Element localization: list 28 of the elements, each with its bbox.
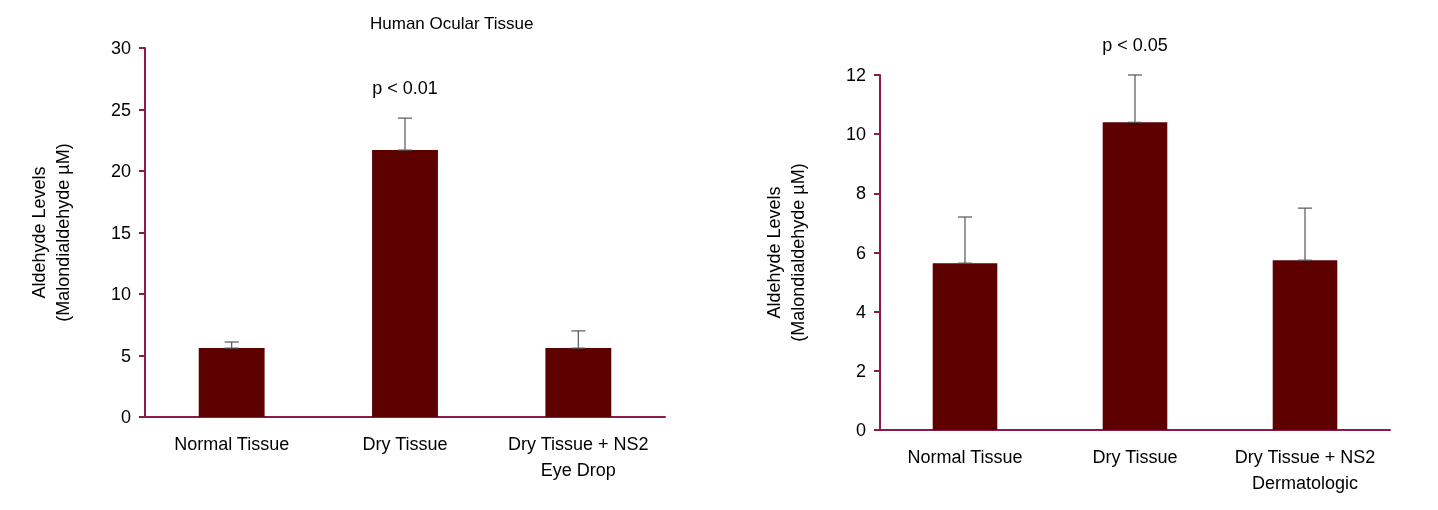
x-tick-label: Normal Tissue [907,447,1023,467]
y-tick-label: 15 [110,222,131,243]
chart-title: Human Ocular Tissue [370,14,534,33]
x-tick-label: Dry Tissue + NS2 Dermatologic [1234,447,1376,493]
bar [1272,260,1338,430]
text: p < 0.05 [1102,35,1168,55]
y-tick-label: 0 [120,407,131,427]
y-tick-label: 4 [855,301,866,322]
bar [932,263,998,430]
annotation: p < 0.01 [372,78,438,99]
x-tick-label: Normal Tissue [174,434,290,454]
y-tick-label: 20 [110,161,131,181]
y-axis-title: Aldehyde Levels (Malondialdehyde µM) [764,163,808,342]
x-tick-label: Dry Tissue [1092,447,1178,467]
y-axis-title: Aldehyde Levels (Malondialdehyde µM) [29,143,73,322]
x-tick-label: Dry Tissue [362,434,448,454]
y-tick-label: 8 [855,183,866,204]
y-tick-label: 5 [120,345,131,366]
x-tick-label: Dry Tissue + NS2 Eye Drop [508,434,649,480]
y-tick-label: 12 [845,65,866,85]
bar [1102,122,1168,430]
y-tick-label: 0 [855,420,866,440]
y-tick-label: 10 [845,124,866,145]
y-tick-label: 30 [110,38,131,58]
y-tick-label: 10 [110,284,131,304]
y-tick-label: 6 [855,242,866,263]
y-tick-label: 2 [855,360,866,381]
y-tick-label: 25 [110,99,131,120]
